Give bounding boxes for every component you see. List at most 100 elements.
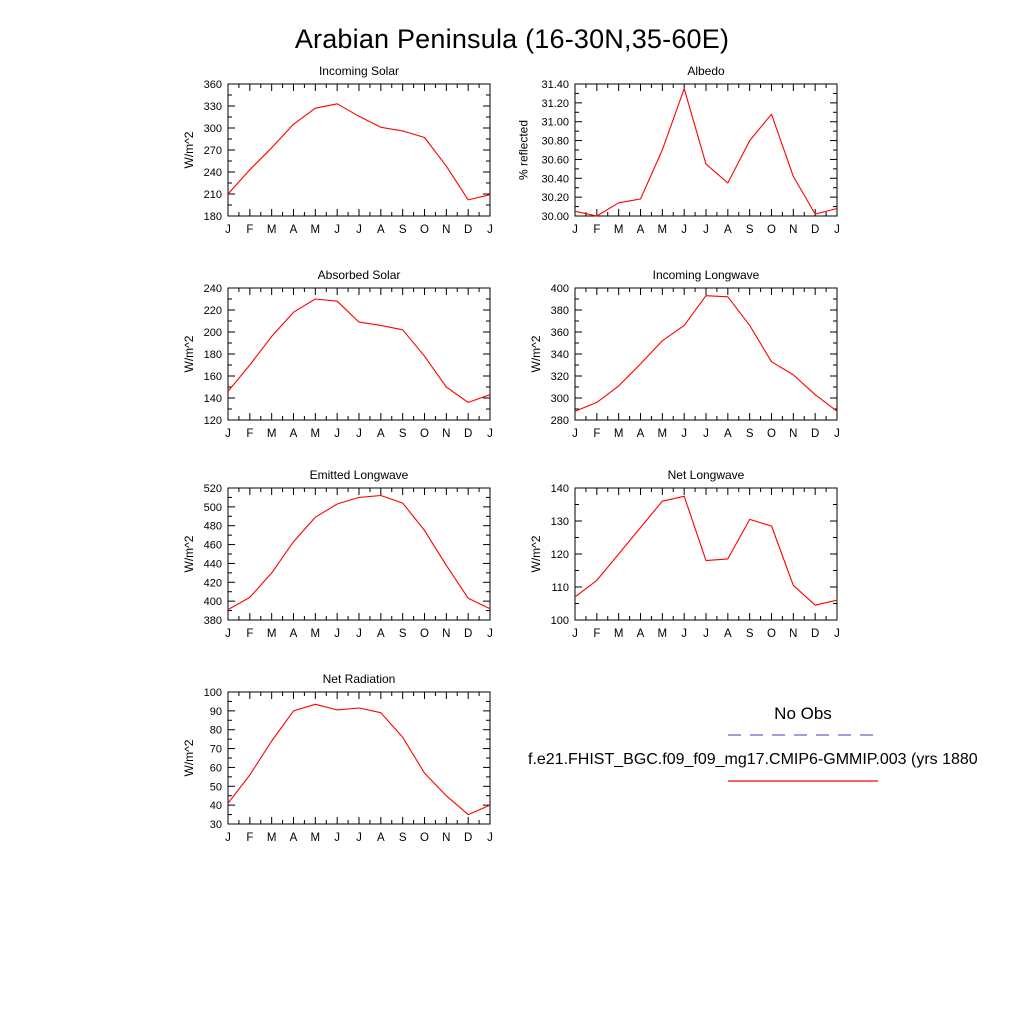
- x-tick-label: O: [767, 224, 776, 236]
- x-tick-label: A: [377, 628, 385, 640]
- y-tick-label: 40: [210, 800, 222, 812]
- x-tick-label: A: [377, 428, 385, 440]
- x-tick-label: M: [311, 428, 321, 440]
- y-tick-label: 220: [204, 305, 222, 317]
- x-tick-label: M: [614, 428, 624, 440]
- x-tick-label: F: [593, 428, 600, 440]
- x-tick-label: J: [834, 224, 840, 236]
- x-tick-label: M: [658, 428, 668, 440]
- x-tick-label: N: [442, 428, 450, 440]
- chart-albedo: Albedo 30.00 30.20 30.40 30.60 30.80 31.00 31.2…: [517, 64, 840, 236]
- y-tick-label: 440: [204, 558, 222, 570]
- x-tick-label: A: [724, 224, 732, 236]
- axis-box: [227, 691, 491, 825]
- x-tick-label: M: [658, 628, 668, 640]
- x-tick-label: A: [290, 628, 298, 640]
- axis-box: [574, 487, 838, 621]
- chart-emitted-longwave: Emitted Longwave 380 400 420 440 460 480 500 520…: [182, 468, 493, 640]
- x-tick-label: D: [464, 224, 472, 236]
- x-tick-label: J: [703, 224, 709, 236]
- chart-title: Net Radiation: [323, 672, 396, 686]
- x-tick-label: F: [593, 628, 600, 640]
- y-tick-label: 31.40: [541, 79, 569, 91]
- x-tick-label: A: [724, 428, 732, 440]
- x-tick-label: M: [658, 224, 668, 236]
- x-tick-label: A: [637, 628, 645, 640]
- model-line: [728, 780, 878, 782]
- x-tick-label: O: [767, 628, 776, 640]
- y-tick-label: 320: [551, 371, 569, 383]
- x-tick-label: J: [356, 628, 362, 640]
- x-tick-label: M: [614, 224, 624, 236]
- y-tick-label: 140: [551, 483, 569, 495]
- x-tick-label: J: [225, 428, 231, 440]
- axis-box: [227, 287, 491, 421]
- y-tick-label: 200: [204, 327, 222, 339]
- x-tick-label: S: [399, 628, 407, 640]
- x-tick-label: S: [746, 224, 754, 236]
- x-tick-label: J: [225, 628, 231, 640]
- x-tick-label: J: [572, 224, 578, 236]
- series-line: [227, 298, 491, 403]
- x-tick-label: J: [334, 428, 340, 440]
- x-tick-label: F: [593, 224, 600, 236]
- y-tick-label: 380: [204, 615, 222, 627]
- chart-incoming-longwave: Incoming Longwave 280 300 320 340 360 380 400 W/…: [529, 268, 840, 440]
- y-tick-label: 30.80: [541, 136, 569, 148]
- series-line: [574, 295, 838, 412]
- x-tick-label: J: [334, 628, 340, 640]
- y-tick-label: 90: [210, 706, 222, 718]
- y-tick-label: 110: [551, 582, 569, 594]
- y-tick-label: 480: [204, 521, 222, 533]
- x-tick-label: A: [290, 428, 298, 440]
- x-tick-label: F: [246, 224, 253, 236]
- x-tick-label: J: [334, 224, 340, 236]
- y-tick-label: 270: [204, 145, 222, 157]
- y-tick-label: 30.60: [541, 154, 569, 166]
- y-tick-label: 30.40: [541, 173, 569, 185]
- x-tick-label: S: [399, 224, 407, 236]
- x-tick-label: A: [377, 832, 385, 844]
- x-tick-label: J: [681, 224, 687, 236]
- axis-box: [574, 287, 838, 421]
- y-tick-label: 400: [551, 283, 569, 295]
- x-tick-label: A: [637, 224, 645, 236]
- x-tick-label: M: [267, 224, 277, 236]
- y-tick-label: 80: [210, 725, 222, 737]
- y-tick-label: 130: [551, 516, 569, 528]
- y-axis-label: W/m^2: [529, 535, 543, 572]
- x-tick-label: O: [420, 832, 429, 844]
- y-tick-label: 30: [210, 819, 222, 831]
- chart-title: Net Longwave: [668, 468, 745, 482]
- x-tick-label: J: [334, 832, 340, 844]
- y-tick-label: 31.00: [541, 117, 569, 129]
- x-tick-label: J: [487, 428, 493, 440]
- x-tick-label: M: [311, 832, 321, 844]
- x-tick-label: D: [811, 628, 819, 640]
- x-tick-label: J: [572, 628, 578, 640]
- x-tick-label: J: [356, 428, 362, 440]
- x-tick-label: S: [399, 428, 407, 440]
- x-tick-label: F: [246, 832, 253, 844]
- legend-model-run-label: f.e21.FHIST_BGC.f09_f09_mg17.CMIP6-GMMIP…: [528, 751, 978, 768]
- x-tick-label: N: [789, 224, 797, 236]
- x-tick-label: A: [637, 428, 645, 440]
- x-tick-label: S: [746, 628, 754, 640]
- axis-box: [227, 83, 491, 217]
- y-axis-label: % reflected: [517, 120, 531, 180]
- x-tick-label: O: [420, 428, 429, 440]
- y-tick-label: 31.20: [541, 98, 569, 110]
- y-tick-label: 210: [204, 189, 222, 201]
- y-tick-label: 300: [204, 123, 222, 135]
- x-tick-label: J: [681, 628, 687, 640]
- x-tick-label: A: [290, 832, 298, 844]
- chart-title: Incoming Longwave: [653, 268, 760, 282]
- y-tick-label: 60: [210, 762, 222, 774]
- series-line: [227, 494, 491, 611]
- x-tick-label: M: [311, 628, 321, 640]
- x-tick-label: J: [703, 428, 709, 440]
- axis-box: [227, 487, 491, 621]
- x-tick-label: O: [767, 428, 776, 440]
- y-tick-label: 120: [551, 549, 569, 561]
- y-tick-label: 30.20: [541, 192, 569, 204]
